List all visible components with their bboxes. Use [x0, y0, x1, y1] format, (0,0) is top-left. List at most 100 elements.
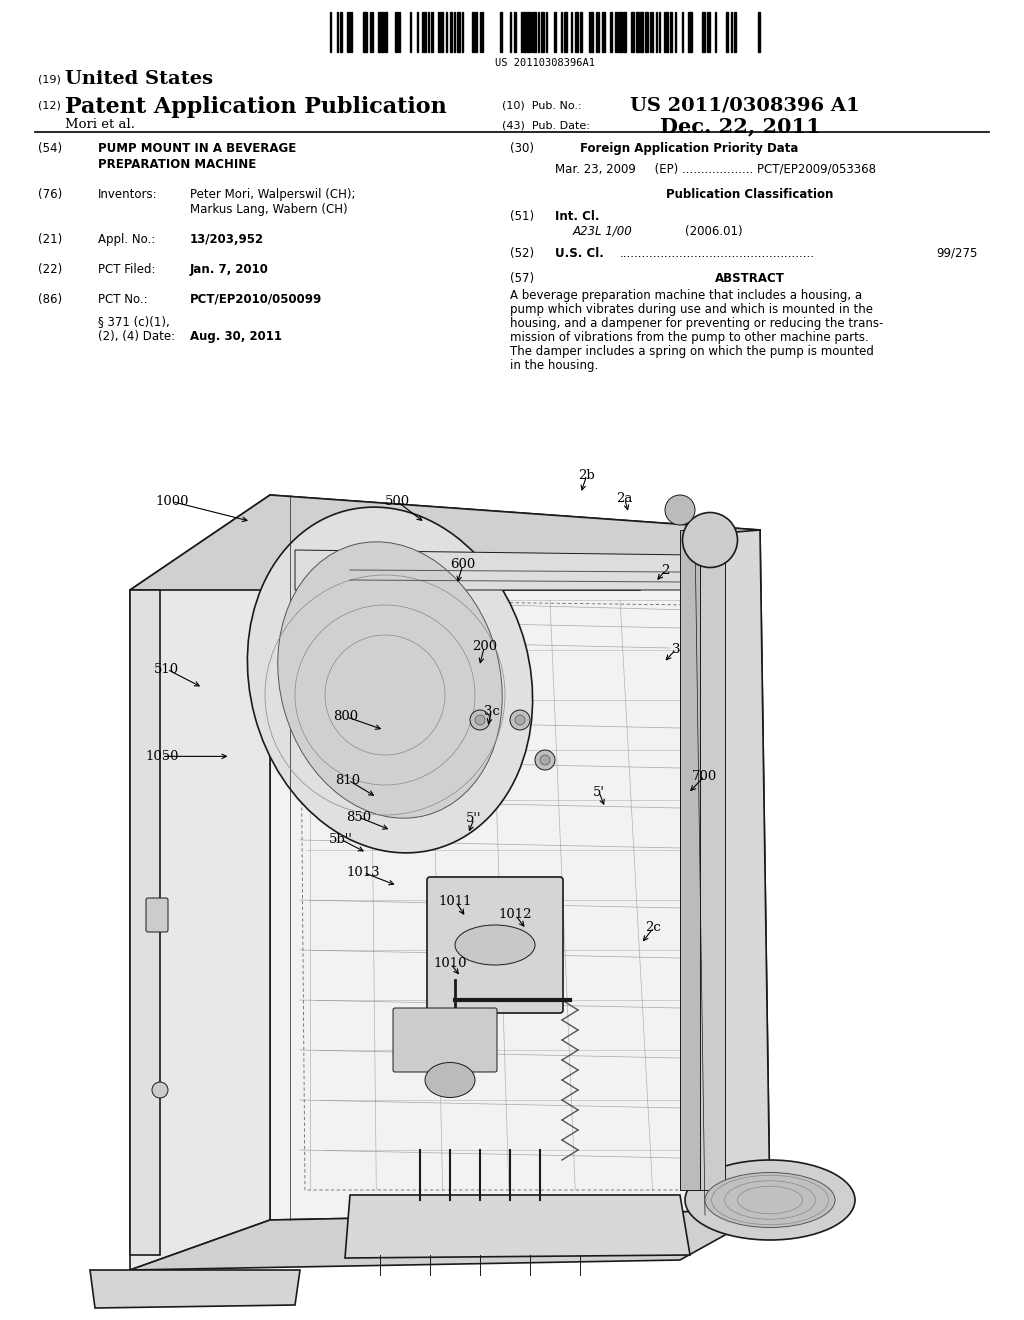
Polygon shape	[295, 550, 695, 590]
Bar	[575, 12, 578, 51]
Bar	[450, 12, 452, 51]
Text: 2c: 2c	[645, 921, 662, 935]
Text: 1012: 1012	[499, 908, 531, 921]
Text: 800: 800	[334, 710, 358, 723]
Bar	[500, 12, 502, 51]
FancyBboxPatch shape	[427, 876, 563, 1012]
Bar	[645, 12, 648, 51]
Text: 3: 3	[672, 643, 680, 656]
Text: Markus Lang, Wabern (CH): Markus Lang, Wabern (CH)	[190, 203, 347, 216]
Bar	[457, 12, 460, 51]
Text: 2a: 2a	[616, 492, 633, 506]
Text: (30): (30)	[510, 143, 534, 154]
Circle shape	[515, 715, 525, 725]
Text: 1013: 1013	[347, 866, 380, 879]
Text: (2006.01): (2006.01)	[685, 224, 742, 238]
Bar	[623, 12, 626, 51]
Bar	[523, 12, 526, 51]
Bar	[758, 12, 760, 51]
Bar	[602, 12, 605, 51]
Text: ....................................................: ........................................…	[620, 247, 815, 260]
Text: mission of vibrations from the pump to other machine parts.: mission of vibrations from the pump to o…	[510, 331, 868, 345]
Text: Mori et al.: Mori et al.	[65, 117, 135, 131]
Text: PCT/EP2010/050099: PCT/EP2010/050099	[190, 293, 323, 306]
Text: 600: 600	[451, 558, 475, 572]
Bar	[381, 12, 383, 51]
Bar	[618, 12, 622, 51]
Bar	[631, 12, 634, 51]
Text: 13/203,952: 13/203,952	[190, 234, 264, 246]
Text: US 20110308396A1: US 20110308396A1	[495, 58, 595, 69]
Polygon shape	[130, 495, 270, 1270]
Ellipse shape	[425, 1063, 475, 1097]
Text: Mar. 23, 2009     (EP) ................... PCT/EP2009/053368: Mar. 23, 2009 (EP) ................... P…	[555, 162, 876, 176]
FancyBboxPatch shape	[146, 898, 168, 932]
Text: 5b'': 5b''	[329, 833, 353, 846]
Circle shape	[540, 755, 550, 766]
Text: 99/275: 99/275	[937, 247, 978, 260]
Bar	[130, 590, 160, 1255]
Text: Int. Cl.: Int. Cl.	[555, 210, 599, 223]
Bar	[424, 12, 426, 51]
Text: 3c: 3c	[483, 705, 500, 718]
Polygon shape	[130, 495, 760, 590]
Bar	[680, 531, 700, 1191]
Ellipse shape	[248, 507, 532, 853]
Text: 5': 5'	[593, 785, 605, 799]
Bar	[340, 12, 342, 51]
Text: § 371 (c)(1),: § 371 (c)(1),	[98, 315, 170, 327]
Text: 500: 500	[385, 495, 410, 508]
Circle shape	[152, 1082, 168, 1098]
Polygon shape	[700, 531, 770, 1214]
Text: 1011: 1011	[439, 895, 472, 908]
Text: Dec. 22, 2011: Dec. 22, 2011	[660, 116, 821, 136]
Text: (43)  Pub. Date:: (43) Pub. Date:	[502, 120, 590, 129]
Bar	[534, 12, 536, 51]
Text: Publication Classification: Publication Classification	[667, 187, 834, 201]
Circle shape	[535, 750, 555, 770]
Text: pump which vibrates during use and which is mounted in the: pump which vibrates during use and which…	[510, 304, 873, 315]
Text: Jan. 7, 2010: Jan. 7, 2010	[190, 263, 269, 276]
Text: 810: 810	[336, 774, 360, 787]
Ellipse shape	[683, 512, 737, 568]
Bar	[615, 12, 617, 51]
Bar	[527, 12, 530, 51]
Text: United States: United States	[65, 70, 213, 88]
Text: PCT No.:: PCT No.:	[98, 293, 147, 306]
Bar	[700, 531, 725, 1191]
Text: (10)  Pub. No.:: (10) Pub. No.:	[502, 100, 582, 110]
Text: (51): (51)	[510, 210, 535, 223]
Text: 510: 510	[155, 663, 179, 676]
FancyBboxPatch shape	[393, 1008, 497, 1072]
Circle shape	[510, 710, 530, 730]
Text: 1010: 1010	[434, 957, 467, 970]
Bar	[688, 12, 692, 51]
Text: Aug. 30, 2011: Aug. 30, 2011	[190, 330, 282, 343]
Text: housing, and a dampener for preventing or reducing the trans-: housing, and a dampener for preventing o…	[510, 317, 884, 330]
Text: 2: 2	[662, 564, 670, 577]
Bar	[564, 12, 567, 51]
Text: (12): (12)	[38, 100, 60, 110]
Text: (76): (76)	[38, 187, 62, 201]
Text: 2b: 2b	[579, 469, 595, 482]
Bar	[702, 12, 705, 51]
Text: 1000: 1000	[156, 495, 188, 508]
Text: Foreign Application Priority Data: Foreign Application Priority Data	[580, 143, 799, 154]
Text: (22): (22)	[38, 263, 62, 276]
Ellipse shape	[705, 1172, 835, 1228]
Polygon shape	[345, 1195, 690, 1258]
Text: The damper includes a spring on which the pump is mounted: The damper includes a spring on which th…	[510, 345, 873, 358]
Text: Peter Mori, Walperswil (CH);: Peter Mori, Walperswil (CH);	[190, 187, 355, 201]
Text: Inventors:: Inventors:	[98, 187, 158, 201]
Bar	[554, 12, 556, 51]
Text: (57): (57)	[510, 272, 535, 285]
Bar	[734, 12, 736, 51]
Text: PREPARATION MACHINE: PREPARATION MACHINE	[98, 158, 256, 172]
Ellipse shape	[665, 495, 695, 525]
Bar	[431, 12, 433, 51]
Text: (86): (86)	[38, 293, 62, 306]
Polygon shape	[90, 1270, 300, 1308]
Text: 200: 200	[472, 640, 497, 653]
Bar	[362, 12, 367, 51]
Text: A beverage preparation machine that includes a housing, a: A beverage preparation machine that incl…	[510, 289, 862, 302]
